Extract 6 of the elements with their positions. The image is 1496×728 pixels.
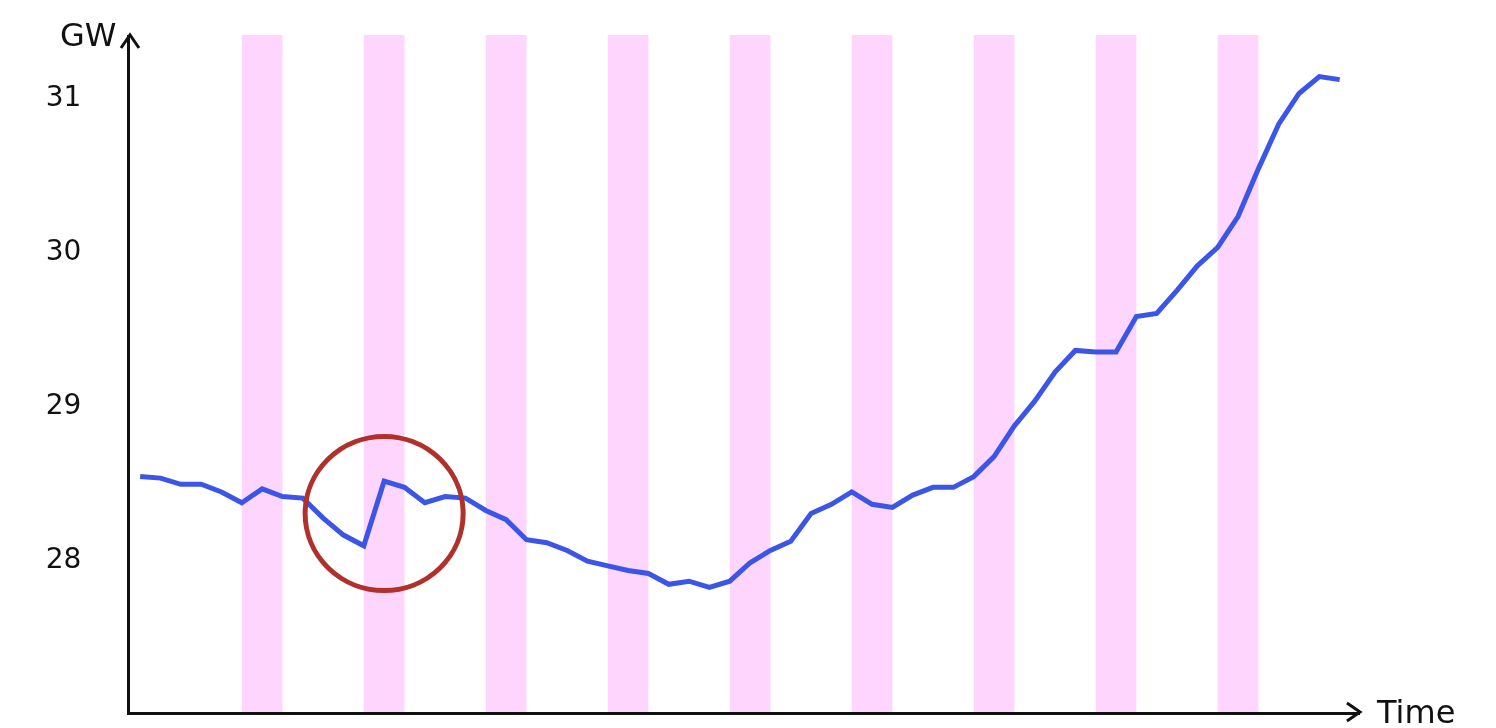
y-tick-label: 31: [45, 80, 82, 114]
y-axis-title: GW: [60, 16, 117, 54]
y-tick-label: 29: [45, 388, 82, 422]
x-axis-title: Time: [1376, 693, 1456, 728]
y-tick-label: 30: [45, 234, 82, 268]
y-tick-label: 28: [45, 541, 82, 575]
